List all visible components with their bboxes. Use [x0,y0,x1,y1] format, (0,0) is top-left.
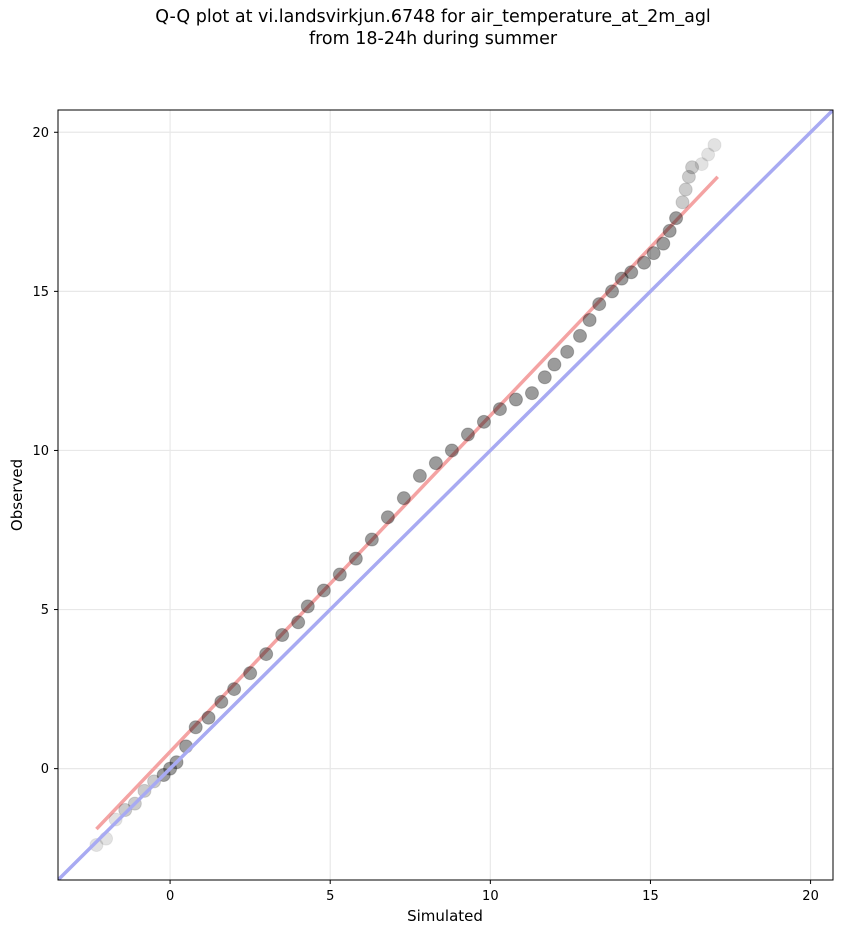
qq-point [332,567,347,582]
qq-point [646,246,661,261]
qq-point [685,160,700,175]
y-tick-label: 10 [32,444,49,459]
x-tick-label: 20 [802,889,819,904]
y-tick-label: 5 [41,603,49,618]
figure-title-line2: from 18-24h during summer [308,29,558,49]
qq-point [592,297,607,312]
qq-point [537,370,552,385]
qq-point [624,265,639,280]
y-tick-label: 15 [32,285,49,300]
x-tick-label: 15 [642,889,659,904]
qq-point [492,402,507,417]
qq-point [460,427,475,442]
qq-point [259,647,274,662]
qq-point [396,491,411,506]
qq-point [707,138,722,152]
qq-point [582,313,597,327]
qq-point [412,468,427,483]
qq-point [428,456,443,471]
qq-point [380,510,395,525]
x-tick-label: 0 [166,889,174,904]
qq-point [201,710,216,725]
qq-point [275,628,290,642]
qq-point [605,284,620,299]
qq-point [300,599,315,614]
qq-point [118,803,133,817]
qq-point [656,236,671,251]
qq-point [524,386,539,401]
qq-point [573,328,588,343]
y-tick-label: 20 [32,126,49,141]
qq-point [188,720,203,735]
qq-point [108,812,123,827]
qq-point [681,169,696,184]
y-axis-label: Observed [8,459,26,531]
figure-title-line1: Q-Q plot at vi.landsvirkjun.6748 for air… [155,7,711,27]
qq-point [701,147,716,162]
x-tick-label: 10 [482,889,499,904]
qq-point [669,211,684,226]
figure-title: Q-Q plot at vi.landsvirkjun.6748 for air… [0,6,843,50]
qq-point [662,223,677,238]
fit-line [95,175,719,831]
qq-point [637,255,652,270]
qq-point [694,157,709,172]
x-tick-label: 5 [326,889,334,904]
qq-point [227,682,242,697]
qq-point [89,838,104,852]
x-axis-ticks: 0 5 10 15 20 [166,880,819,904]
grid [58,110,833,880]
y-tick-label: 0 [41,762,49,777]
qq-point [137,783,152,798]
reference-layer [58,110,833,880]
qq-point [316,583,331,598]
qq-point [560,344,575,359]
qq-point [364,532,379,547]
qq-point [547,357,562,372]
x-axis-label: Simulated [407,907,483,925]
points-layer [89,138,722,852]
qq-point [476,414,491,429]
y-axis-ticks: 0 5 10 15 20 [32,126,58,777]
qq-point [147,774,162,789]
identity-line [58,110,833,880]
qq-point [675,195,690,210]
qq-point [508,392,523,407]
fit-layer [95,175,719,831]
qq-point [348,551,363,566]
qq-point [291,615,306,630]
qq-point [444,443,459,458]
qq-point [214,694,229,709]
qq-point [243,666,258,681]
plot-frame [57,109,834,881]
qq-point [614,271,629,286]
qq-point [678,182,693,197]
